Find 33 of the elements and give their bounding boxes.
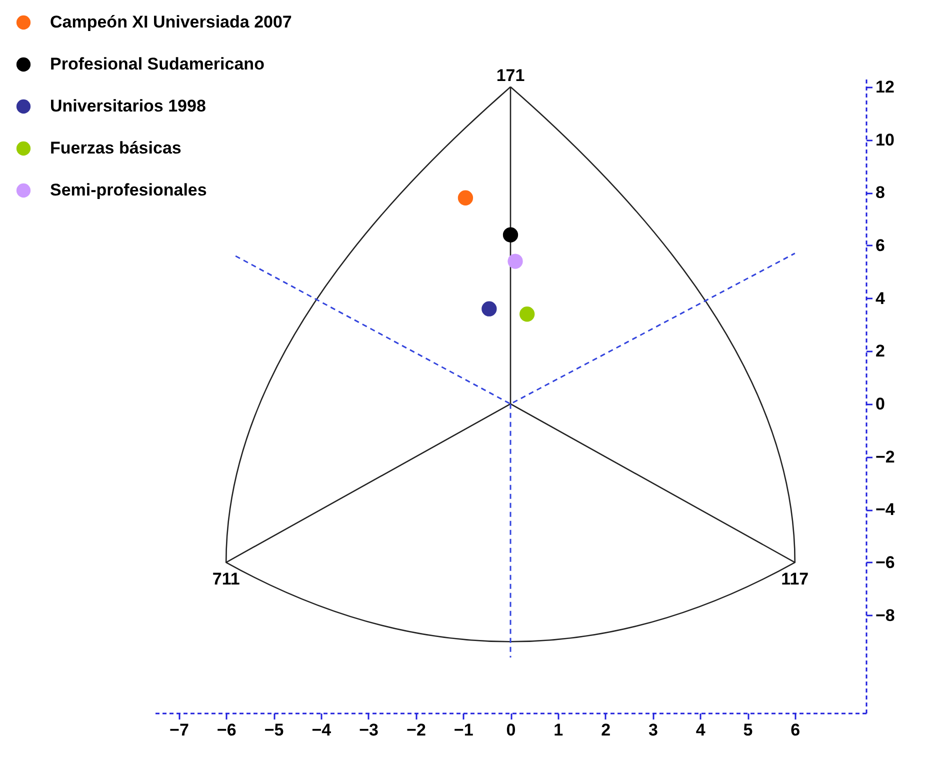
x-tick-label: 5	[743, 720, 753, 740]
x-tick-label: −5	[264, 720, 284, 740]
legend-label: Universitarios 1998	[50, 96, 206, 116]
annotation: 117	[781, 569, 809, 588]
x-tick-label: 4	[696, 720, 706, 740]
y-tick-label: −6	[876, 552, 895, 572]
y-tick-label: −2	[876, 447, 895, 466]
x-tick-label: −2	[406, 720, 426, 740]
x-tick-label: −1	[454, 720, 474, 740]
x-tick-label: 1	[554, 720, 564, 740]
y-tick-label: −4	[876, 500, 896, 520]
x-tick-label: −3	[359, 720, 378, 740]
y-tick-label: 10	[876, 130, 894, 150]
legend-label: Profesional Sudamericano	[50, 54, 264, 74]
legend-label: Fuerzas básicas	[50, 138, 182, 158]
x-tick-label: −4	[312, 720, 332, 740]
legend-label: Semi-profesionales	[50, 180, 207, 200]
y-tick-label: −8	[876, 606, 895, 625]
x-tick-label: 2	[601, 720, 611, 740]
y-tick-label: 12	[876, 77, 894, 96]
x-tick-label: −6	[216, 720, 236, 740]
x-tick-label: −7	[170, 720, 189, 740]
legend-label: Campeón XI Universiada 2007	[50, 12, 292, 32]
annotation: 171	[496, 66, 525, 85]
y-tick-label: 2	[876, 342, 885, 361]
y-tick-label: 6	[876, 236, 885, 255]
annotation: 711	[212, 569, 240, 588]
y-tick-label: 0	[876, 394, 885, 414]
y-tick-label: 8	[876, 183, 885, 202]
x-tick-label: 3	[648, 720, 658, 740]
y-tick-label: 4	[876, 288, 886, 308]
x-tick-label: 0	[506, 720, 516, 740]
x-tick-label: 6	[790, 720, 800, 740]
